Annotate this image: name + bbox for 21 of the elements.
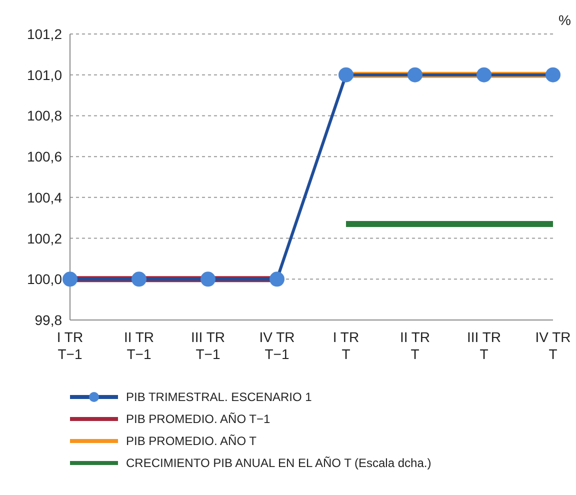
y-axis-title: % [558,12,571,28]
y-tick-label: 100,0 [26,271,62,288]
x-tick-label: III TR T−1 [191,329,225,362]
legend-label: PIB PROMEDIO. AÑO T−1 [126,412,270,426]
y-tick-label: 101,0 [26,66,62,83]
legend-label: PIB PROMEDIO. AÑO T [126,434,256,448]
x-tick-label: II TR T−1 [124,329,154,362]
x-tick-label: I TR T−1 [56,329,84,362]
x-tick-label: I TR T [332,329,360,362]
y-tick-label: 99,8 [34,312,62,328]
y-tick-label: 100,8 [26,108,62,124]
y-tick-label: 101,2 [26,26,62,42]
x-tick-label: II TR T [400,329,430,362]
x-tick-label: IV TR T [535,329,571,362]
y-tick-label: 100,2 [26,230,62,246]
x-tick-label: IV TR T−1 [259,329,295,362]
y-tick-label: 100,6 [26,148,62,165]
y-tick-label: 100,4 [26,189,62,206]
x-tick-label: III TR T [467,329,501,362]
legend-label: CRECIMIENTO PIB ANUAL EN EL AÑO T (Escala dcha.) [126,456,432,470]
legend-label: PIB TRIMESTRAL. ESCENARIO 1 [126,390,312,404]
